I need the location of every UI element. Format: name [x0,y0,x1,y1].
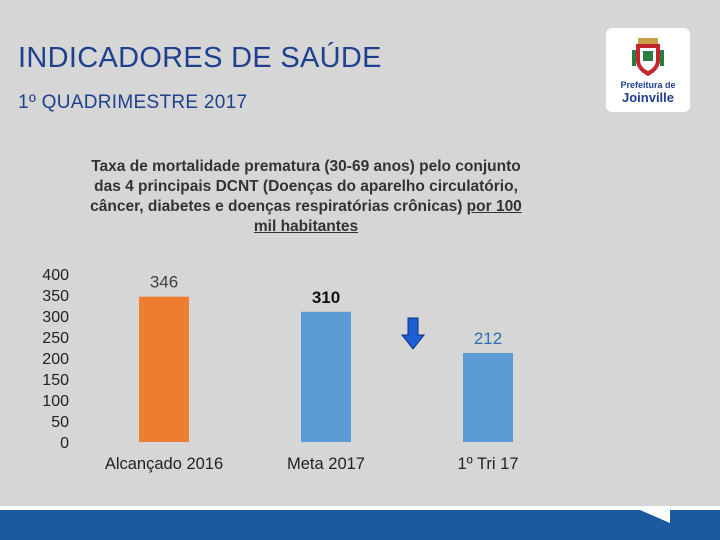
slide-title: INDICADORES DE SAÚDE [18,42,382,74]
y-tick-label: 100 [42,393,69,410]
bar [139,296,189,442]
data-label: 212 [474,329,502,348]
slide-subtitle: 1º QUADRIMESTRE 2017 [18,92,248,113]
chart-title: Taxa de mortalidade prematura (30-69 ano… [86,157,526,237]
logo-line2: Joinville [621,90,675,105]
y-tick-label: 350 [42,288,69,305]
y-tick-label: 250 [42,330,69,347]
y-tick-label: 200 [42,351,69,368]
data-label: 310 [312,288,340,307]
y-tick-label: 50 [51,414,69,431]
chart-title-main: Taxa de mortalidade prematura (30-69 ano… [90,158,521,215]
y-tick-label: 400 [42,267,69,284]
data-label: 346 [150,273,178,292]
bar [463,352,513,442]
coat-of-arms-icon [632,38,664,76]
chart-title-unit: por 100 mil habitantes [253,198,522,235]
y-tick-label: 150 [42,372,69,389]
y-tick-label: 0 [60,435,69,452]
x-tick-label: 1º Tri 17 [457,455,518,473]
bar [301,311,351,442]
down-arrow-icon [400,317,426,350]
x-tick-label: Alcançado 2016 [105,455,223,473]
x-tick-label: Meta 2017 [287,455,365,473]
y-tick-label: 300 [42,309,69,326]
footer-divider [0,506,720,510]
logo-line1: Prefeitura de [620,80,676,90]
footer-bar [0,510,720,540]
footer-notch [640,510,670,523]
prefeitura-logo: Prefeitura de Joinville [606,28,690,112]
